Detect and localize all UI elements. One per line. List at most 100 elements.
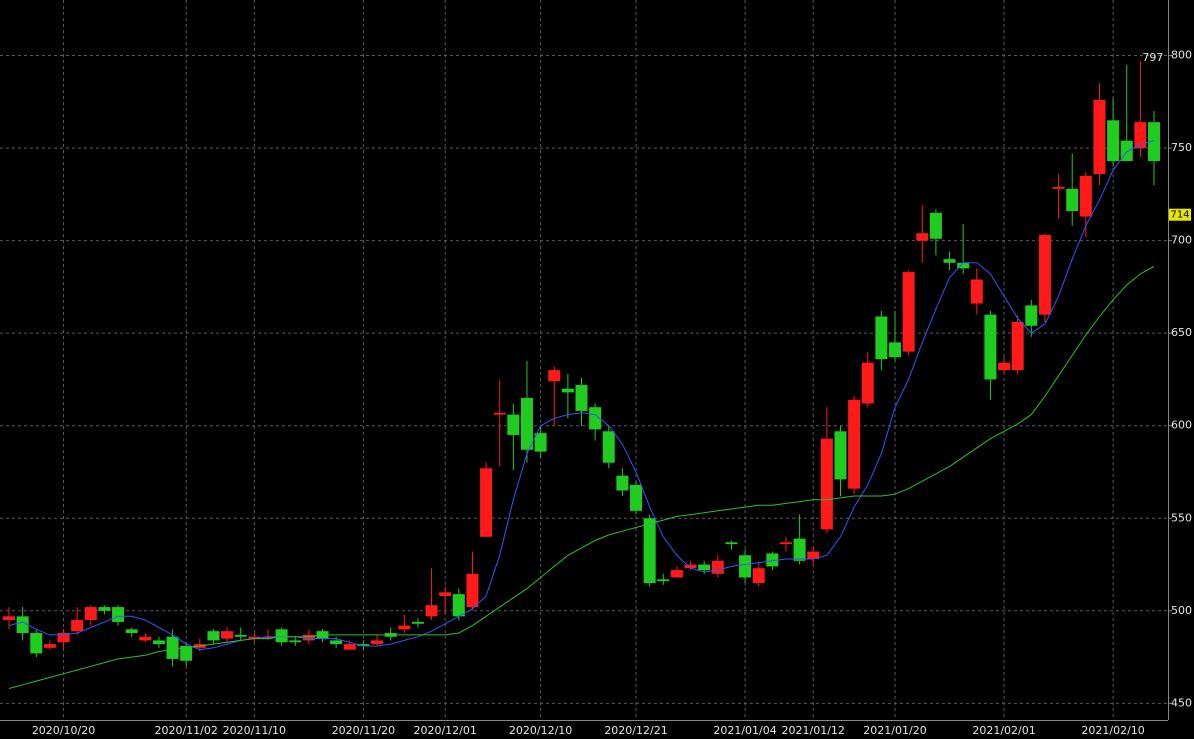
candle-body: [793, 538, 806, 561]
candle-body: [275, 629, 288, 643]
candle-body: [98, 607, 111, 611]
candle-body: [248, 636, 261, 639]
candle-body: [984, 314, 997, 380]
x-tick-label: 2020/11/20: [332, 724, 395, 737]
candle-body: [630, 484, 643, 511]
candle-body: [507, 414, 520, 435]
x-tick-label: 2021/02/01: [972, 724, 1035, 737]
candle-body: [43, 644, 56, 648]
x-tick-label: 2020/11/02: [154, 724, 217, 737]
candle-body: [3, 616, 15, 621]
high-label: 797: [1142, 51, 1163, 64]
candle-body: [1093, 99, 1106, 174]
y-tick-label: 750: [1171, 141, 1192, 154]
y-tick-label: 600: [1171, 419, 1192, 432]
candle-body: [16, 616, 29, 634]
candle-body: [1025, 305, 1038, 326]
candle-body: [1038, 235, 1051, 315]
candle-body: [1079, 175, 1092, 217]
x-tick-label: 2020/11/10: [223, 724, 286, 737]
x-tick-label: 2021/01/12: [782, 724, 845, 737]
candle-body: [357, 644, 370, 646]
candle-body: [602, 431, 615, 463]
candle-body: [289, 640, 302, 643]
candle-body: [493, 412, 506, 415]
candle-body: [643, 518, 656, 584]
candle-body: [848, 399, 861, 489]
candle-body: [30, 633, 43, 654]
candle-body: [371, 640, 384, 645]
candle-body: [998, 362, 1011, 371]
candle-body: [343, 644, 356, 650]
candle-body: [698, 564, 711, 571]
candle-body: [1052, 186, 1065, 189]
y-tick-label: 500: [1171, 604, 1192, 617]
candle-body: [684, 564, 697, 569]
candle-body: [929, 212, 942, 239]
y-tick-label: 650: [1171, 326, 1192, 339]
x-tick-label: 2020/12/21: [604, 724, 667, 737]
candle-body: [439, 592, 452, 596]
candle-body: [398, 625, 411, 630]
candle-body: [561, 388, 574, 393]
y-tick-label: 550: [1171, 511, 1192, 524]
moving-average-line: [8, 266, 1155, 689]
candle-body: [766, 553, 779, 567]
candle-body: [548, 370, 561, 382]
x-tick-label: 2020/10/20: [32, 724, 95, 737]
candle-body: [589, 407, 602, 430]
candle-body: [889, 342, 902, 358]
candle-body: [534, 433, 547, 452]
candle-body: [480, 468, 493, 537]
candle-body: [425, 605, 438, 617]
x-tick-label: 2021/01/20: [863, 724, 926, 737]
candle-body: [330, 640, 343, 645]
candle-body: [207, 631, 220, 641]
candle-body: [916, 233, 929, 241]
candle-body: [1066, 188, 1079, 212]
last-price-tag: [1169, 208, 1191, 221]
candle-body: [139, 636, 152, 641]
candle-body: [725, 542, 738, 545]
candle-body: [452, 594, 465, 617]
candle-body: [125, 629, 138, 634]
candle-body: [180, 645, 193, 661]
candle-body: [739, 555, 752, 578]
candle-body: [1107, 120, 1120, 162]
candle-body: [657, 579, 670, 582]
last-price-label: 714: [1170, 210, 1189, 221]
candle-body: [152, 640, 165, 645]
candle-body: [57, 633, 70, 643]
candle-body: [71, 620, 84, 632]
candle-body: [875, 316, 888, 360]
candle-body: [902, 272, 915, 352]
candle-body: [957, 262, 970, 269]
candle-body: [221, 631, 234, 639]
candle-body: [166, 636, 179, 659]
candle-body: [1148, 122, 1160, 162]
candle-body: [234, 634, 247, 637]
candle-body: [84, 607, 97, 621]
candle-body: [575, 384, 588, 411]
candle-body: [616, 475, 629, 491]
y-tick-label: 450: [1171, 696, 1192, 709]
candle-body: [1011, 322, 1024, 371]
candle-body: [861, 362, 874, 404]
candle-body: [670, 570, 683, 578]
candle-body: [261, 636, 274, 639]
candle-body: [466, 573, 479, 608]
x-tick-label: 2021/02/10: [1081, 724, 1144, 737]
candle-body: [970, 279, 983, 304]
candle-body: [943, 259, 956, 263]
candle-body: [1134, 122, 1147, 149]
candle-body: [820, 438, 833, 530]
x-tick-label: 2020/12/01: [413, 724, 476, 737]
x-tick-label: 2021/01/04: [713, 724, 776, 737]
candle-body: [834, 431, 847, 480]
candle-body: [302, 634, 315, 641]
y-tick-label: 800: [1171, 49, 1192, 62]
candle-body: [711, 560, 724, 574]
candle-body: [112, 607, 125, 622]
candle-body: [807, 551, 820, 559]
